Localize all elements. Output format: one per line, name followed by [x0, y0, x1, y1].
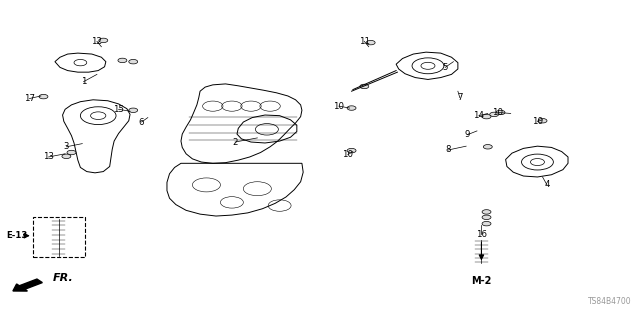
Circle shape: [538, 119, 547, 123]
Circle shape: [482, 115, 491, 119]
Circle shape: [67, 150, 76, 155]
Circle shape: [347, 106, 356, 110]
Text: 14: 14: [474, 111, 484, 120]
Text: 3: 3: [63, 142, 69, 151]
Text: 1: 1: [81, 77, 86, 86]
Circle shape: [99, 38, 108, 43]
Circle shape: [129, 108, 138, 113]
Circle shape: [482, 221, 491, 226]
Text: E-13: E-13: [6, 231, 28, 240]
Circle shape: [62, 154, 71, 159]
Circle shape: [39, 94, 48, 99]
Text: 16: 16: [476, 230, 487, 239]
FancyArrow shape: [13, 279, 42, 291]
Text: M-2: M-2: [471, 276, 492, 286]
Text: 15: 15: [113, 105, 124, 114]
Text: 7: 7: [457, 93, 463, 102]
Circle shape: [360, 84, 369, 89]
Circle shape: [482, 210, 491, 214]
Circle shape: [490, 112, 499, 117]
Text: 11: 11: [359, 37, 370, 46]
Circle shape: [483, 145, 492, 149]
Circle shape: [366, 41, 375, 45]
Circle shape: [347, 148, 356, 153]
Text: 13: 13: [43, 152, 54, 161]
Text: TS84B4700: TS84B4700: [588, 297, 632, 306]
Text: 2: 2: [232, 137, 238, 146]
Text: 9: 9: [465, 130, 470, 139]
Text: 10: 10: [342, 150, 353, 159]
Text: 6: 6: [139, 117, 144, 127]
Text: 10: 10: [493, 108, 504, 117]
Text: 10: 10: [532, 117, 543, 126]
Circle shape: [118, 58, 127, 63]
Text: 12: 12: [92, 37, 102, 46]
Circle shape: [496, 110, 505, 115]
Text: 17: 17: [24, 94, 35, 103]
Text: FR.: FR.: [52, 273, 73, 283]
Text: 4: 4: [544, 181, 550, 189]
Circle shape: [482, 215, 491, 219]
Text: 10: 10: [333, 102, 344, 111]
Text: 8: 8: [445, 145, 451, 154]
Circle shape: [129, 59, 138, 64]
Text: 5: 5: [442, 63, 448, 72]
